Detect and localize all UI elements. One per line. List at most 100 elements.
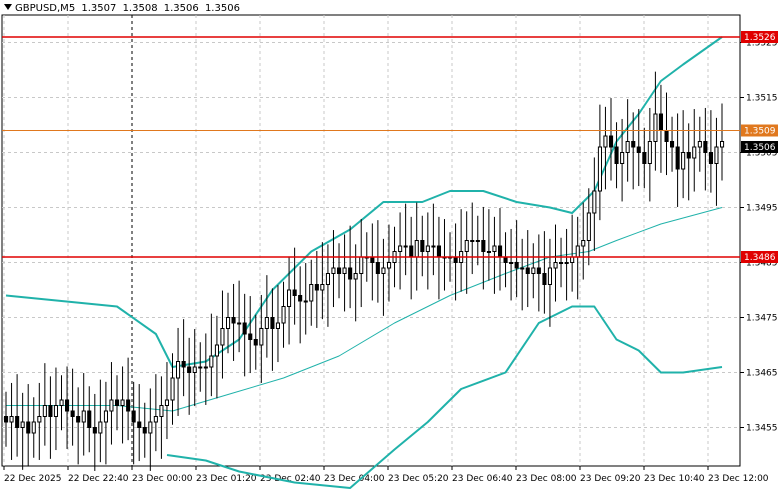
candle-body [615, 147, 618, 164]
candle-body [310, 285, 313, 302]
y-tick-label: 1.3455 [746, 424, 778, 434]
candle-body [138, 422, 141, 428]
candle-body [671, 142, 674, 148]
y-tick-label: 1.3465 [746, 369, 778, 379]
plot-frame [2, 15, 740, 466]
candle-body [154, 417, 157, 423]
candle-body [532, 268, 535, 274]
candle-body [210, 356, 213, 367]
x-tick-label: 22 Dec 22:40 [68, 474, 129, 484]
candle-body [576, 246, 579, 257]
candle-body [487, 252, 490, 253]
candle-body [221, 329, 224, 346]
candle-body [16, 417, 19, 428]
resistance-level-tag-label: 1.3526 [744, 33, 776, 43]
candle-body [510, 263, 513, 264]
candle-body [132, 411, 135, 422]
candle-body [476, 241, 479, 242]
candle-body [654, 114, 657, 142]
candle-body [215, 345, 218, 356]
candle-body [182, 362, 185, 368]
triangle-down-icon[interactable] [4, 4, 12, 10]
candle-body [326, 274, 329, 285]
candle-body [127, 400, 130, 411]
candle-body [465, 241, 468, 252]
candle-body [593, 191, 596, 213]
candle-body [582, 241, 585, 247]
candle-body [432, 246, 435, 247]
candle-body [543, 274, 546, 285]
candle-body [399, 246, 402, 252]
candle-body [260, 329, 263, 346]
candle-body [160, 406, 163, 417]
x-tick-label: 22 Dec 2025 [4, 474, 62, 484]
candle-body [621, 153, 624, 164]
candle-body [709, 153, 712, 164]
x-tick-label: 23 Dec 09:20 [580, 474, 641, 484]
candle-body [693, 147, 696, 158]
candle-body [43, 406, 46, 417]
moving-average-line [6, 208, 722, 412]
candle-body [338, 268, 341, 274]
candle-body [265, 318, 268, 329]
x-tick-label: 23 Dec 05:20 [388, 474, 449, 484]
candle-body [604, 136, 607, 147]
candle-body [421, 241, 424, 252]
candle-body [304, 301, 307, 302]
candle-body [515, 263, 518, 269]
candle-body [598, 147, 601, 191]
candle-body [199, 367, 202, 368]
candle-body [149, 422, 152, 433]
candle-body [227, 318, 230, 329]
candle-body [249, 334, 252, 340]
ohlc-high: 1.3508 [123, 3, 158, 14]
candle-body [54, 406, 57, 417]
candle-body [99, 422, 102, 433]
candle-body [299, 296, 302, 302]
candle-body [171, 378, 174, 400]
candle-body [93, 428, 96, 434]
symbol-name: GBPUSD,M5 [15, 3, 75, 14]
candle-body [232, 318, 235, 324]
candle-body [676, 147, 679, 169]
candle-body [410, 246, 413, 257]
candle-body [77, 417, 80, 423]
candle-body [388, 263, 391, 269]
candle-body [193, 367, 196, 373]
candle-body [276, 323, 279, 329]
candle-body [10, 417, 13, 423]
candle-body [499, 246, 502, 257]
candle-body [315, 285, 318, 291]
candle-body [349, 268, 352, 279]
x-tick-label: 23 Dec 04:00 [324, 474, 385, 484]
candle-body [321, 285, 324, 291]
x-tick-label: 23 Dec 06:40 [452, 474, 513, 484]
candle-body [587, 213, 590, 241]
candle-body [626, 142, 629, 153]
candle-body [437, 246, 440, 257]
candle-body [648, 142, 651, 164]
y-tick-label: 1.3475 [746, 314, 778, 324]
candle-body [343, 268, 346, 274]
candle-body [38, 417, 41, 423]
ohlc-low: 1.3506 [164, 3, 199, 14]
ohlc-close: 1.3506 [205, 3, 240, 14]
candle-body [49, 406, 52, 417]
candle-body [332, 268, 335, 274]
x-tick-label: 23 Dec 01:20 [196, 474, 257, 484]
ohlc-open: 1.3507 [81, 3, 116, 14]
candle-body [27, 422, 30, 433]
candle-body [560, 263, 563, 264]
candle-body [354, 274, 357, 280]
candle-body [143, 428, 146, 434]
candle-body [665, 131, 668, 142]
candle-body [698, 142, 701, 148]
candle-body [704, 142, 707, 153]
candle-body [659, 114, 662, 131]
candle-body [104, 411, 107, 422]
x-tick-label: 23 Dec 00:00 [132, 474, 193, 484]
candle-body [21, 422, 24, 428]
candle-body [271, 318, 274, 329]
